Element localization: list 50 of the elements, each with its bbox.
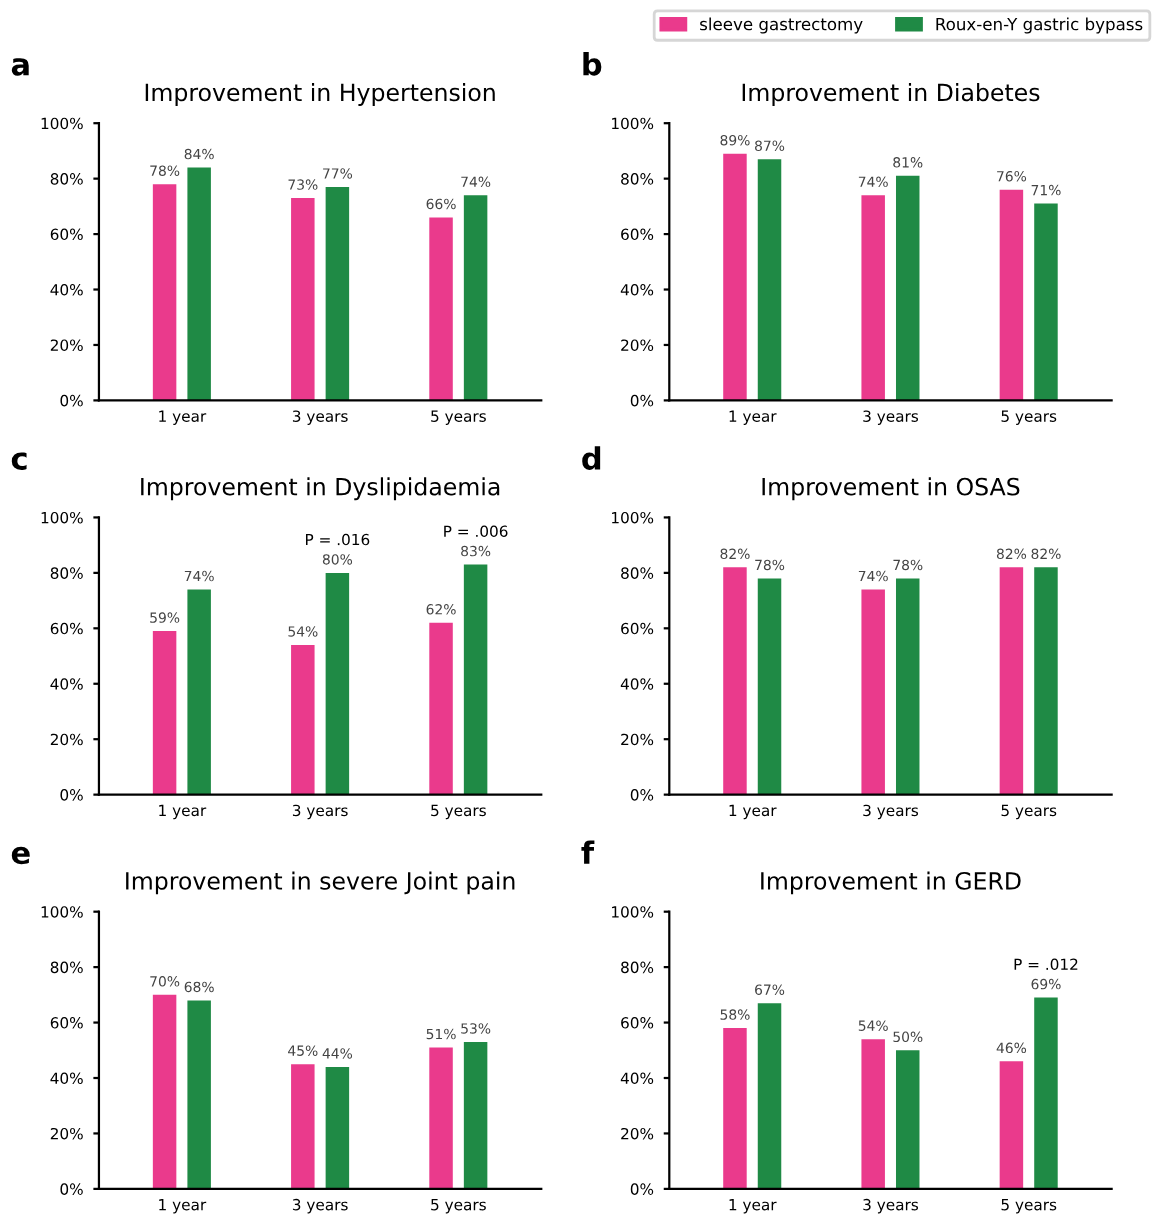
bar <box>187 167 211 401</box>
bar <box>291 644 315 795</box>
bar <box>1034 203 1058 401</box>
bar <box>152 631 177 795</box>
text: e <box>11 846 30 865</box>
bar <box>291 198 315 401</box>
chart-title: Improvement in OSAS <box>762 477 1020 501</box>
bar <box>723 1028 747 1189</box>
bar <box>723 567 747 795</box>
bar <box>325 186 350 401</box>
bar <box>152 994 177 1189</box>
text: d <box>582 446 601 470</box>
chart-title: Improvement in Dyslipidaemia <box>141 477 500 501</box>
text: f <box>581 840 595 864</box>
bar <box>861 195 885 401</box>
bar <box>325 572 350 795</box>
text: c <box>11 452 27 470</box>
chart-title: Improvement in GERD <box>761 871 1021 895</box>
legend-label: sleeve gastrectomy <box>700 17 863 34</box>
bar <box>1034 997 1058 1189</box>
bar <box>723 153 747 401</box>
bar <box>463 195 488 401</box>
bar <box>895 1050 920 1189</box>
bar <box>429 622 453 795</box>
bar <box>757 159 782 401</box>
bar <box>187 1000 211 1189</box>
bar <box>187 589 211 795</box>
bar <box>152 184 177 401</box>
bar <box>325 1066 350 1189</box>
bar <box>999 567 1024 795</box>
bar <box>757 578 782 795</box>
bar <box>757 1003 782 1189</box>
chart-title: Improvement in Diabetes <box>742 83 1040 106</box>
bar <box>999 1061 1024 1189</box>
bar <box>291 1064 315 1189</box>
legend-label: Roux-en-Y gastric bypass <box>936 17 1143 34</box>
bar <box>999 189 1024 401</box>
chart-title: Improvement in Hypertension <box>145 83 495 106</box>
bar <box>463 564 488 795</box>
bar <box>895 175 920 401</box>
bar <box>429 217 453 401</box>
bar <box>463 1041 488 1189</box>
bar <box>861 589 885 795</box>
bar <box>861 1039 885 1189</box>
text: b <box>583 52 602 76</box>
text: a <box>11 58 29 76</box>
chart-title: Improvement in severe Joint pain <box>126 871 515 895</box>
bar <box>1034 567 1058 795</box>
bar <box>895 578 920 795</box>
bar <box>429 1047 453 1189</box>
